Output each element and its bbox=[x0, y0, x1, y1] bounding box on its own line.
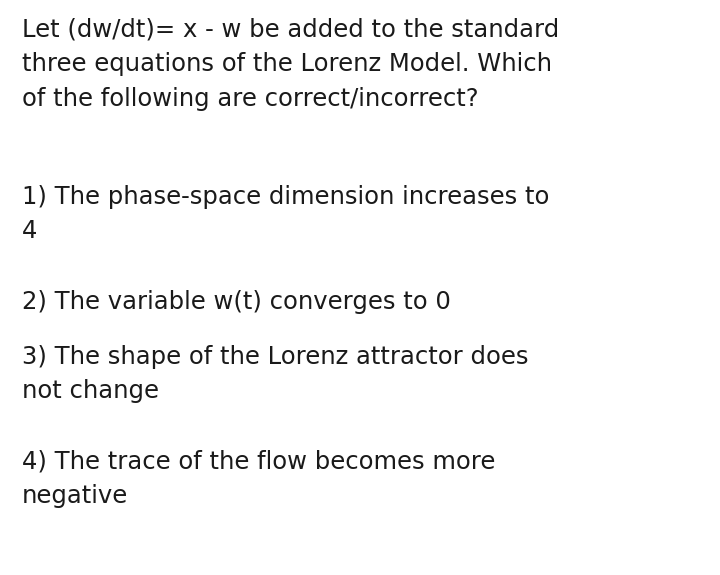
Text: 4) The trace of the flow becomes more
negative: 4) The trace of the flow becomes more ne… bbox=[22, 450, 495, 508]
Text: Let (dw/dt)= x - w be added to the standard
three equations of the Lorenz Model.: Let (dw/dt)= x - w be added to the stand… bbox=[22, 18, 559, 111]
Text: 3) The shape of the Lorenz attractor does
not change: 3) The shape of the Lorenz attractor doe… bbox=[22, 345, 528, 404]
Text: 2) The variable w(t) converges to 0: 2) The variable w(t) converges to 0 bbox=[22, 290, 451, 314]
Text: 1) The phase-space dimension increases to
4: 1) The phase-space dimension increases t… bbox=[22, 185, 549, 243]
